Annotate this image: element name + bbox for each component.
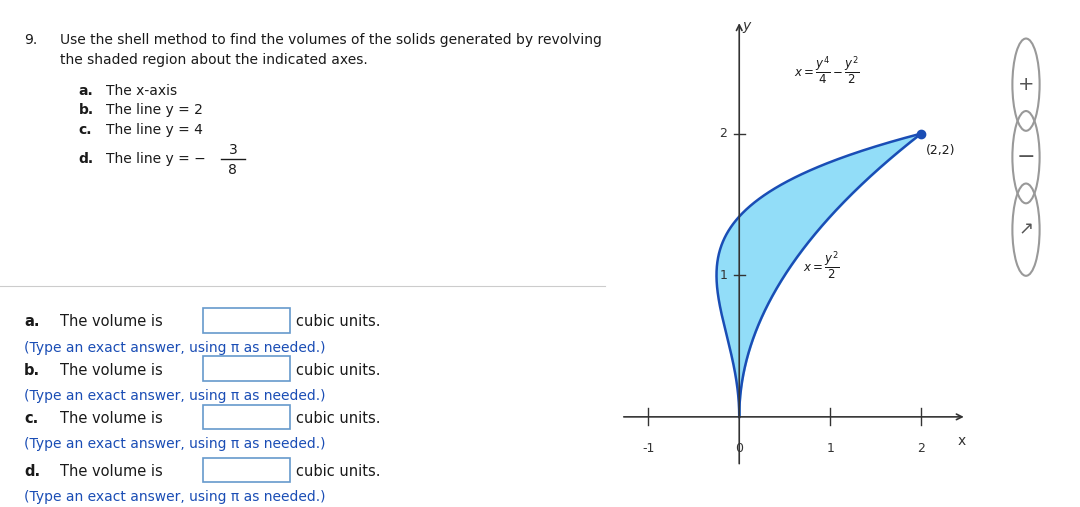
Text: (Type an exact answer, using π as needed.): (Type an exact answer, using π as needed… xyxy=(24,341,326,355)
Text: The line y = 4: The line y = 4 xyxy=(106,123,203,137)
Text: d.: d. xyxy=(79,152,94,166)
Text: x: x xyxy=(958,434,967,448)
Text: d.: d. xyxy=(24,464,40,479)
Text: b.: b. xyxy=(24,363,40,378)
Text: The line y = 2: The line y = 2 xyxy=(106,103,203,117)
Text: (2,2): (2,2) xyxy=(926,143,955,157)
Text: a.: a. xyxy=(79,84,93,98)
Text: (Type an exact answer, using π as needed.): (Type an exact answer, using π as needed… xyxy=(24,437,326,451)
Text: $x = \dfrac{y^4}{4} - \dfrac{y^2}{2}$: $x = \dfrac{y^4}{4} - \dfrac{y^2}{2}$ xyxy=(794,54,860,87)
Text: a.: a. xyxy=(24,314,40,330)
Text: 8: 8 xyxy=(228,163,238,177)
Text: 1: 1 xyxy=(719,269,728,282)
Text: 3: 3 xyxy=(229,143,238,157)
Text: −: − xyxy=(1016,147,1036,167)
Text: 1: 1 xyxy=(826,443,834,455)
Text: 9.: 9. xyxy=(24,33,38,47)
Text: +: + xyxy=(1017,75,1035,94)
Text: The x-axis: The x-axis xyxy=(106,84,177,98)
Text: 2: 2 xyxy=(917,443,926,455)
FancyBboxPatch shape xyxy=(203,356,291,381)
Text: cubic units.: cubic units. xyxy=(296,411,381,426)
Text: c.: c. xyxy=(79,123,92,137)
Text: cubic units.: cubic units. xyxy=(296,363,381,378)
Text: The volume is: The volume is xyxy=(60,314,163,330)
Text: y: y xyxy=(742,19,751,33)
Text: The line y = −: The line y = − xyxy=(106,152,205,166)
Text: -1: -1 xyxy=(643,443,654,455)
Text: Use the shell method to find the volumes of the solids generated by revolving: Use the shell method to find the volumes… xyxy=(60,33,603,47)
Text: cubic units.: cubic units. xyxy=(296,464,381,479)
Text: c.: c. xyxy=(24,411,39,426)
FancyBboxPatch shape xyxy=(203,308,291,333)
FancyBboxPatch shape xyxy=(203,405,291,429)
Text: ↗: ↗ xyxy=(1018,221,1034,239)
Text: cubic units.: cubic units. xyxy=(296,314,381,330)
Text: 0: 0 xyxy=(735,443,743,455)
Text: (Type an exact answer, using π as needed.): (Type an exact answer, using π as needed… xyxy=(24,389,326,403)
Text: The volume is: The volume is xyxy=(60,363,163,378)
Text: $x = \dfrac{y^2}{2}$: $x = \dfrac{y^2}{2}$ xyxy=(802,250,839,282)
Text: (Type an exact answer, using π as needed.): (Type an exact answer, using π as needed… xyxy=(24,490,326,504)
Text: the shaded region about the indicated axes.: the shaded region about the indicated ax… xyxy=(60,53,368,67)
FancyBboxPatch shape xyxy=(203,458,291,482)
Text: 2: 2 xyxy=(719,127,728,140)
Text: The volume is: The volume is xyxy=(60,464,163,479)
Text: b.: b. xyxy=(79,103,94,117)
Text: The volume is: The volume is xyxy=(60,411,163,426)
